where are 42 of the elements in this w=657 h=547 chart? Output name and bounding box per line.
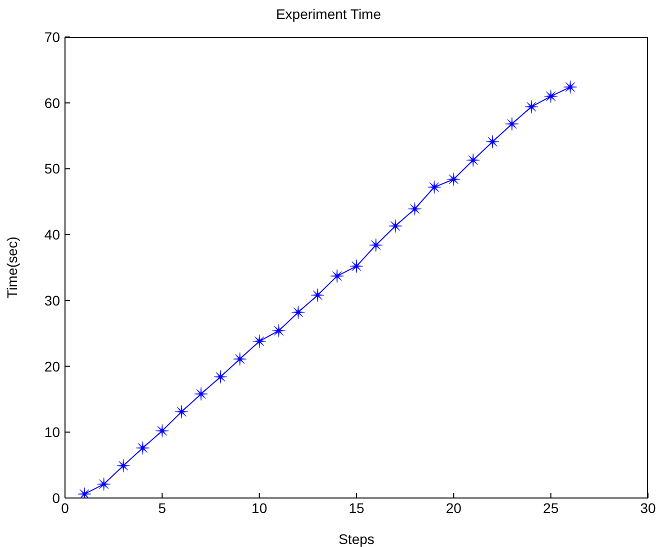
point — [505, 117, 519, 131]
point — [272, 324, 286, 338]
point — [564, 80, 577, 94]
point — [97, 477, 111, 491]
point — [116, 459, 130, 472]
point — [155, 424, 169, 438]
point — [136, 441, 150, 455]
point — [214, 370, 228, 384]
point — [466, 153, 480, 167]
point — [408, 202, 422, 216]
x-tick-label: 30 — [640, 500, 656, 516]
point — [252, 334, 266, 348]
y-tick-label: 30 — [44, 292, 60, 308]
point — [369, 238, 383, 252]
x-tick-label: 10 — [252, 500, 268, 516]
point — [233, 352, 247, 366]
y-axis-title: Time(sec) — [4, 236, 20, 298]
point — [330, 269, 344, 283]
point — [388, 219, 402, 233]
x-tick-label: 5 — [158, 500, 166, 516]
y-tick-label: 60 — [44, 94, 60, 111]
point — [194, 387, 208, 401]
y-tick-label: 0 — [52, 490, 60, 506]
point — [174, 405, 188, 418]
y-tick-label: 10 — [44, 424, 60, 440]
point — [292, 306, 305, 319]
point — [486, 135, 500, 148]
point — [524, 100, 538, 114]
chart-title: Experiment Time — [274, 6, 382, 22]
x-tick-label: 25 — [543, 500, 559, 516]
x-axis-title: Steps — [338, 531, 374, 547]
point — [428, 180, 441, 194]
point — [350, 259, 364, 273]
y-tick-label: 70 — [44, 28, 60, 45]
point — [310, 288, 324, 302]
x-tick-label: 15 — [348, 500, 364, 516]
point — [446, 172, 460, 186]
y-tick-label: 50 — [44, 160, 60, 177]
y-tick-label: 40 — [44, 226, 60, 243]
x-tick-label: 20 — [446, 500, 462, 516]
y-tick-label: 20 — [44, 358, 60, 374]
point — [544, 90, 558, 103]
